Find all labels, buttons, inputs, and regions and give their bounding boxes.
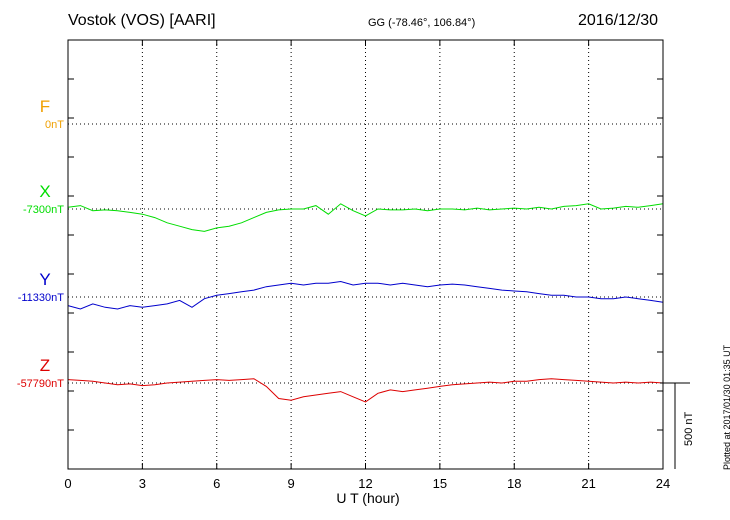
grid (68, 40, 663, 469)
x-tick-label: 21 (581, 476, 595, 491)
series-name-x: X (39, 182, 50, 201)
plot-frame (67, 39, 664, 470)
series-name-z: Z (40, 356, 50, 375)
plotted-timestamp: Plotted at 2017/01/30 01:35 UT (722, 344, 730, 470)
date-label: 2016/12/30 (578, 12, 659, 29)
baseline-label-z: -57790nT (17, 378, 64, 390)
baseline-label-y: -11330nT (18, 292, 65, 304)
baseline-label-f: 0nT (45, 119, 64, 131)
x-tick-label: 15 (433, 476, 447, 491)
series-line-y (67, 280, 664, 310)
labels: 0 3 6 9 12 15 18 21 24 F 0nT X -7300nT Y -11330nT Z -577… (17, 97, 670, 491)
series-name-f: F (40, 97, 50, 116)
x-tick-label: 3 (139, 476, 146, 491)
scale-bar: 500 nT (660, 382, 695, 469)
x-axis-label: U T (hour) (336, 490, 399, 506)
station-title: Vostok (VOS) [AARI] (68, 12, 216, 29)
series-line-z (67, 378, 664, 403)
x-tick-label: 18 (507, 476, 521, 491)
series-line-x (67, 203, 664, 232)
x-tick-label: 0 (64, 476, 71, 491)
x-tick-label: 9 (288, 476, 295, 491)
coordinates-label: GG (-78.46°, 106.84°) (368, 17, 476, 29)
series-name-y: Y (39, 270, 50, 289)
baseline-label-x: -7300nT (23, 204, 64, 216)
x-tick-label: 6 (213, 476, 220, 491)
x-tick-label: 12 (358, 476, 372, 491)
scale-bar-label: 500 nT (683, 411, 695, 446)
x-tick-label: 24 (656, 476, 670, 491)
series-layer (67, 203, 664, 403)
